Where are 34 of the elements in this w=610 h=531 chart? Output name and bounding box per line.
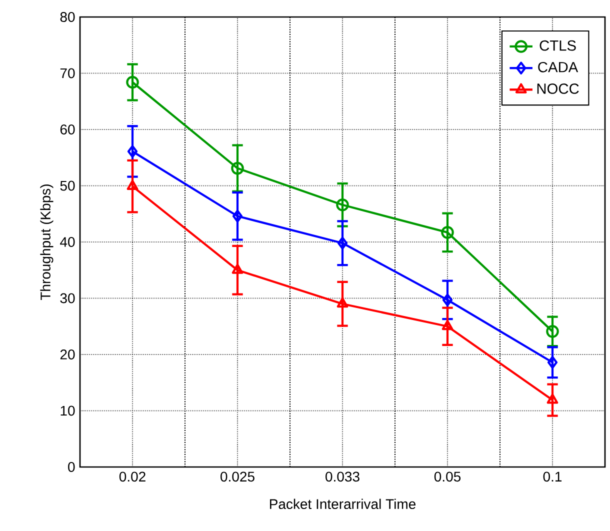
point [127, 145, 138, 158]
legend-label: CADA [538, 62, 578, 72]
point [547, 356, 558, 369]
y-axis-title: Throughput (Kbps) [40, 184, 54, 300]
x-tick-label: 0.05 [434, 472, 461, 482]
y-tick-label: 50 [60, 180, 75, 191]
y-tick-label: 60 [60, 124, 75, 134]
legend-label: NOCC [537, 84, 579, 94]
point [336, 198, 349, 212]
point [546, 394, 558, 404]
point [232, 210, 243, 223]
y-tick-label: 70 [60, 68, 75, 78]
x-tick-label: 0.033 [326, 472, 360, 482]
y-tick-label: 40 [60, 237, 75, 247]
point [442, 294, 453, 306]
x-axis-title: Packet Interarrival Time [270, 498, 416, 510]
x-tick-label: 0.025 [220, 472, 254, 482]
point [232, 264, 244, 274]
y-tick-label: 0 [68, 462, 75, 472]
point [231, 162, 244, 175]
point [441, 226, 454, 239]
point [336, 297, 348, 308]
legend-label: CTLS [540, 40, 576, 51]
point [126, 76, 139, 89]
point [546, 325, 559, 338]
x-tick-label: 0.02 [119, 472, 146, 482]
x-tick-label: 0.1 [543, 472, 562, 482]
y-tick-label: 10 [60, 406, 75, 416]
y-tick-label: 20 [60, 350, 75, 360]
point [337, 236, 348, 250]
y-tick-label: 30 [60, 293, 75, 304]
point [126, 180, 138, 190]
y-tick-label: 80 [60, 12, 75, 22]
point [442, 320, 454, 330]
